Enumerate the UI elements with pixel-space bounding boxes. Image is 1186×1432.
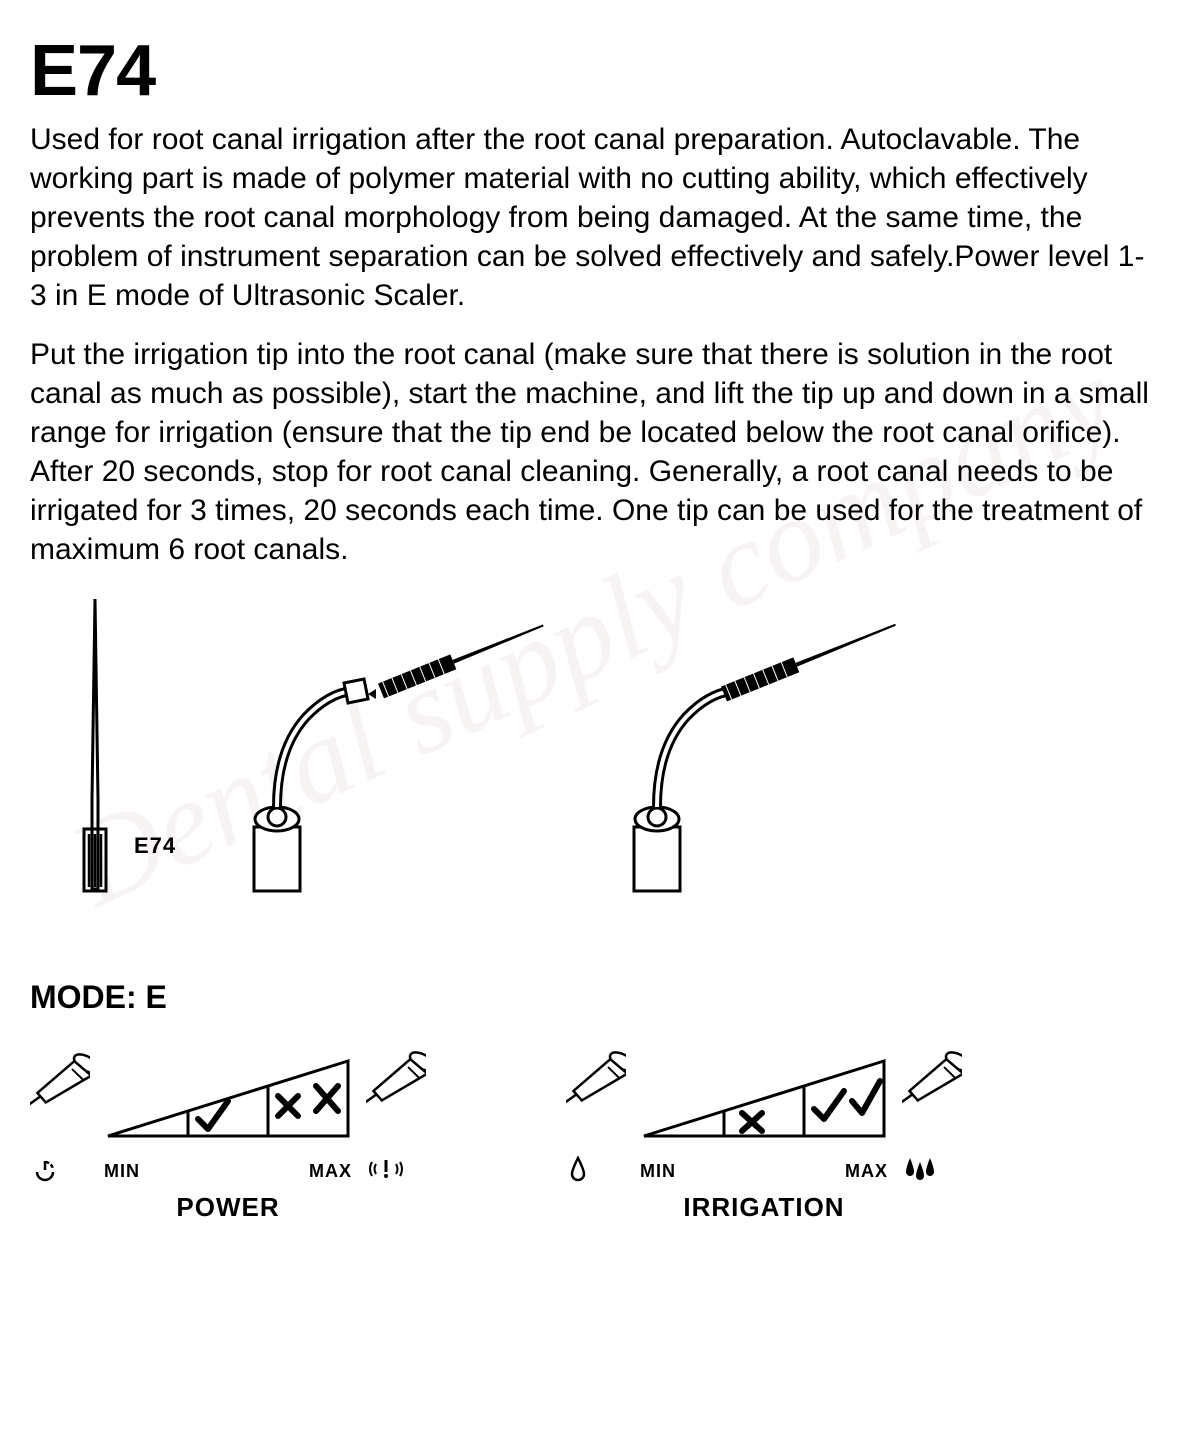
tip-assembled-illustration — [616, 599, 916, 899]
page-title: E74 — [30, 30, 1156, 112]
tip-assembly-icon — [236, 599, 556, 899]
power-title: POWER — [176, 1192, 279, 1223]
description-paragraph-2: Put the irrigation tip into the root can… — [30, 335, 1156, 569]
power-gauge: MIN MAX — [30, 1036, 426, 1223]
tip-straight-illustration: E74 — [70, 599, 176, 899]
tip-assembled-icon — [616, 599, 916, 899]
power-min-label: MIN — [104, 1161, 140, 1182]
drops-icon — [902, 1156, 938, 1182]
scaler-right-icon — [902, 1036, 962, 1182]
gauges-row: MIN MAX — [30, 1036, 1156, 1223]
power-icon — [30, 1158, 60, 1182]
irrigation-min-label: MIN — [640, 1161, 676, 1182]
scaler-right-icon — [366, 1036, 426, 1182]
content: E74 Used for root canal irrigation after… — [30, 30, 1156, 1223]
description-paragraph-1: Used for root canal irrigation after the… — [30, 120, 1156, 315]
irrigation-title: IRRIGATION — [683, 1192, 844, 1223]
scaler-left-icon — [30, 1038, 90, 1182]
tip-label: E74 — [134, 833, 176, 859]
mode-label: MODE: E — [30, 979, 1156, 1016]
power-triangle: MIN MAX — [98, 1041, 358, 1182]
irrigation-gauge: MIN MAX — [566, 1036, 962, 1223]
vibration-icon — [366, 1156, 406, 1182]
drop-icon — [566, 1156, 590, 1182]
power-max-label: MAX — [309, 1161, 352, 1182]
irrigation-max-label: MAX — [845, 1161, 888, 1182]
irrigation-triangle: MIN MAX — [634, 1041, 894, 1182]
tip-assembly-illustration — [236, 599, 556, 899]
tip-straight-icon — [70, 599, 120, 899]
illustrations-row: E74 — [70, 599, 1156, 899]
scaler-left-icon — [566, 1036, 626, 1182]
